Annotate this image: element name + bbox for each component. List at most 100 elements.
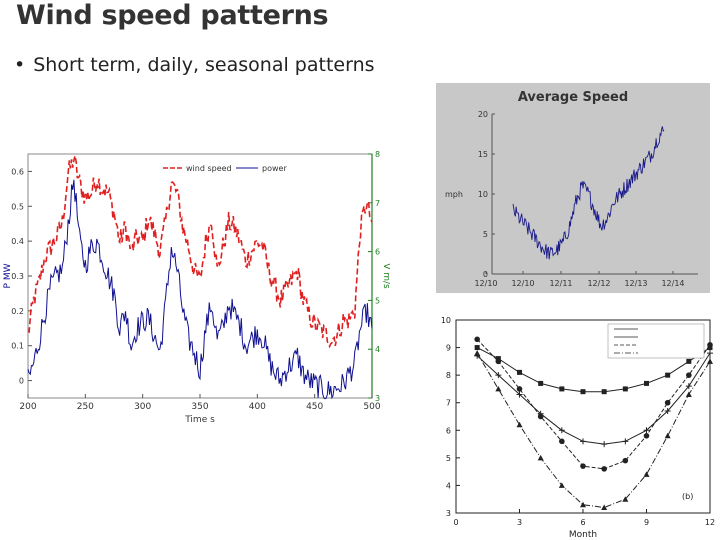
y-right-tick-label: 6 [375, 248, 380, 257]
data-point-triangle [707, 358, 713, 364]
data-point-circle [643, 433, 650, 439]
data-point-circle [686, 372, 692, 378]
plot-frame [27, 153, 373, 399]
y-tick-label: 20 [478, 110, 488, 119]
y-right-tick-label: 3 [375, 394, 380, 403]
data-point-triangle [495, 385, 502, 392]
y-tick-label: 0 [483, 270, 488, 279]
x-tick-label: 350 [191, 402, 208, 412]
data-point-square [622, 386, 628, 392]
data-point-triangle [580, 501, 586, 508]
series-line-3 [476, 338, 711, 470]
data-point-square [665, 372, 671, 378]
y-right-tick-label: 5 [375, 296, 380, 305]
y-tick-label: 9 [446, 344, 451, 353]
y-right-tick-label: 8 [375, 150, 380, 159]
x-tick-label: 200 [19, 402, 36, 412]
short-term-chart: 200 250 300 350 400 450 500 0 0.1 0.2 0.3 0.4 0.5 0.6… [3, 150, 390, 425]
x-tick-label: 12/12 [587, 279, 610, 288]
data-point-triangle [601, 504, 608, 510]
data-point-circle [664, 399, 671, 406]
data-point-square [686, 358, 692, 364]
series-line-wind-speed [27, 155, 373, 349]
chart-background [436, 83, 710, 293]
legend-label-power: power [262, 164, 287, 173]
chart-title: Average Speed [518, 90, 628, 105]
data-point-circle [622, 457, 629, 464]
slide-title: Wind speed patterns [16, 0, 329, 31]
x-axis-label: Time s [184, 415, 215, 425]
y-tick-label: 10 [441, 316, 451, 325]
x-tick-label: 400 [249, 402, 266, 412]
x-tick-label: 450 [306, 402, 323, 412]
y-axis-label: mph [445, 190, 463, 199]
data-point-square [644, 380, 649, 386]
legend-box [160, 158, 300, 174]
y-tick-label: 5 [483, 230, 488, 239]
data-point-circle [580, 463, 586, 469]
x-tick-label: 6 [580, 518, 585, 527]
data-point-plus [664, 407, 671, 414]
x-tick-label: 12 [705, 518, 715, 527]
data-point-circle [537, 413, 544, 420]
data-point-triangle [558, 482, 565, 488]
y-tick-label: 7 [446, 399, 451, 408]
data-point-plus [622, 438, 629, 445]
x-tick-label: 12/11 [549, 279, 572, 288]
data-point-square [538, 380, 544, 386]
y-right-tick-label: 7 [375, 199, 380, 208]
y-tick-label: 15 [478, 150, 488, 159]
y-left-tick-label: 0 [19, 377, 24, 386]
data-point-plus [580, 438, 586, 445]
data-point-circle [495, 358, 502, 365]
x-tick-label: 0 [453, 518, 458, 527]
y-tick-label: 10 [478, 190, 488, 199]
data-point-plus [685, 383, 692, 390]
y-left-tick-label: 0.4 [11, 237, 24, 246]
data-point-circle [474, 336, 480, 343]
data-point-plus [601, 441, 608, 448]
data-point-square [580, 389, 586, 395]
data-point-triangle [664, 432, 671, 439]
data-point-triangle [516, 421, 523, 428]
daily-average-speed-chart: Average Speed 0 5 10 15 20 mph 12/10 12/10 12/11 1… [436, 83, 710, 293]
y-left-tick-label: 0.6 [11, 167, 24, 176]
bullet-item: • Short term, daily, seasonal patterns [14, 54, 375, 76]
y-left-tick-label: 0.2 [11, 307, 24, 316]
series-line-power [27, 179, 373, 400]
x-axis-label: Month [569, 530, 597, 540]
x-tick-label: 12/10 [474, 279, 497, 288]
y-tick-label: 6 [446, 426, 451, 435]
x-tick-label: 12/10 [511, 279, 534, 288]
data-point-plus [516, 391, 523, 398]
y-tick-label: 5 [446, 454, 451, 463]
bullet-text: Short term, daily, seasonal patterns [33, 54, 375, 76]
data-point-plus [707, 350, 713, 357]
data-point-plus [643, 427, 650, 434]
x-tick-label: 12/13 [624, 279, 647, 288]
x-tick-label: 300 [134, 402, 151, 412]
data-point-plus [495, 372, 502, 379]
annotation-label: (b) [682, 492, 693, 501]
y-left-tick-label: 0.5 [11, 202, 24, 211]
data-point-square [559, 386, 565, 392]
x-tick-label: 3 [517, 518, 522, 527]
x-tick-label: 9 [644, 518, 649, 527]
y-left-tick-label: 0.1 [11, 342, 24, 351]
x-tick-label: 250 [77, 402, 94, 412]
y-left-tick-label: 0.3 [11, 272, 24, 281]
y-tick-label: 8 [446, 371, 451, 380]
y-tick-label: 3 [446, 509, 451, 518]
legend-label-wind-speed: wind speed [186, 164, 232, 173]
y-tick-label: 4 [446, 481, 451, 490]
y-right-axis-label: V m/s [381, 263, 390, 289]
data-point-square [517, 369, 522, 375]
data-point-circle [559, 438, 565, 445]
data-point-circle [707, 342, 713, 348]
bullet-dot-icon: • [14, 54, 26, 76]
data-point-square [601, 389, 607, 395]
data-point-square [474, 345, 480, 351]
data-point-circle [601, 466, 607, 472]
data-point-plus [558, 427, 565, 434]
